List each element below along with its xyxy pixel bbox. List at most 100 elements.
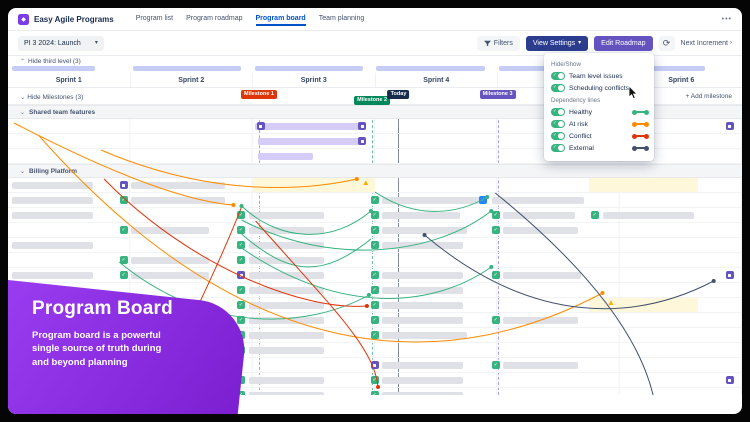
- toggle-switch[interactable]: [551, 144, 565, 152]
- issue-bar[interactable]: [491, 196, 585, 204]
- dependency-lines-heading: Dependency lines: [551, 97, 601, 104]
- view-settings-button[interactable]: View Settings ▾: [525, 35, 589, 51]
- pi-select[interactable]: PI 3 2024: Launch ▾: [18, 35, 104, 51]
- issue-bar[interactable]: [248, 346, 325, 354]
- issue-bar[interactable]: [503, 271, 582, 279]
- milestone-chip[interactable]: Milestone 3: [479, 90, 516, 99]
- story-icon: [237, 256, 245, 264]
- menu-row-scheduling-conflicts: Scheduling conflicts: [551, 82, 647, 94]
- issue-bar[interactable]: [248, 301, 325, 309]
- tab-team-planning[interactable]: Team planning: [318, 14, 365, 22]
- issue-bar[interactable]: [254, 122, 362, 130]
- issue-bar[interactable]: [382, 196, 486, 204]
- issue-bar[interactable]: [382, 391, 464, 395]
- issue-bar[interactable]: [248, 241, 325, 249]
- issue-bar[interactable]: [382, 241, 464, 249]
- next-increment-label: Next Increment: [680, 39, 728, 47]
- tab-program-board[interactable]: Program board: [255, 13, 306, 26]
- issue-bar[interactable]: [248, 316, 325, 324]
- milestone-chip[interactable]: Milestone 1: [241, 90, 277, 99]
- issue-bar[interactable]: [131, 226, 210, 234]
- dependency-line-sample-icon: [632, 121, 649, 127]
- toggle-switch[interactable]: [551, 120, 565, 128]
- refresh-icon: ⟳: [662, 37, 671, 48]
- issue-bar[interactable]: [602, 211, 694, 219]
- issue-bar[interactable]: [503, 226, 579, 234]
- issue-bar[interactable]: [382, 301, 464, 309]
- next-increment-link[interactable]: Next Increment ›: [681, 40, 732, 47]
- hide-third-level-toggle[interactable]: Hide third level (3): [20, 58, 81, 65]
- view-settings-label: View Settings: [532, 39, 576, 47]
- edit-roadmap-button[interactable]: Edit Roadmap: [594, 35, 653, 51]
- issue-bar[interactable]: [503, 316, 579, 324]
- toggle-switch[interactable]: [551, 132, 565, 140]
- story-icon: [491, 361, 500, 369]
- add-milestone-button[interactable]: + Add milestone: [685, 93, 732, 100]
- warning-icon: [362, 179, 370, 187]
- issue-bar[interactable]: [12, 241, 94, 249]
- issue-bar[interactable]: [248, 226, 325, 234]
- toggle-switch[interactable]: [551, 84, 565, 92]
- story-icon: [370, 196, 379, 204]
- objective-bar[interactable]: [12, 66, 96, 71]
- issue-bar[interactable]: [257, 137, 362, 145]
- issue-bar[interactable]: [248, 376, 325, 384]
- issue-bar[interactable]: [382, 361, 464, 369]
- issue-bar[interactable]: [382, 211, 461, 219]
- issue-row: [8, 193, 742, 208]
- tab-program-list[interactable]: Program list: [135, 14, 174, 22]
- issue-bar[interactable]: [131, 271, 210, 279]
- issue-bar[interactable]: [131, 256, 210, 264]
- epic-icon: [358, 122, 367, 130]
- milestone-chip[interactable]: Milestone 2: [354, 96, 391, 105]
- objective-bar[interactable]: [254, 66, 364, 71]
- issue-bar[interactable]: [382, 376, 464, 384]
- tab-program-roadmap[interactable]: Program roadmap: [186, 14, 243, 22]
- story-icon: [237, 286, 245, 294]
- objective-bar[interactable]: [620, 66, 706, 71]
- issue-bar[interactable]: [257, 152, 313, 160]
- story-icon: [237, 211, 245, 219]
- issue-bar[interactable]: [12, 196, 94, 204]
- issue-bar[interactable]: [12, 271, 94, 279]
- story-icon: [370, 286, 379, 294]
- issue-bar[interactable]: [248, 271, 325, 279]
- issue-bar[interactable]: [382, 226, 468, 234]
- issue-bar[interactable]: [382, 271, 464, 279]
- issue-bar[interactable]: [248, 256, 325, 264]
- refresh-button[interactable]: ⟳: [658, 35, 675, 51]
- objective-bar[interactable]: [132, 66, 242, 71]
- chevron-down-icon: ▾: [94, 40, 98, 46]
- issue-bar[interactable]: [12, 211, 94, 219]
- issue-bar[interactable]: [131, 181, 226, 189]
- issue-bar[interactable]: [503, 211, 576, 219]
- objective-bar[interactable]: [499, 66, 562, 71]
- issue-row: [8, 208, 742, 223]
- filters-button[interactable]: Filters: [476, 35, 520, 51]
- easy-agile-logo-icon: ◆: [18, 13, 29, 25]
- edit-roadmap-label: Edit Roadmap: [601, 39, 646, 47]
- issue-bar[interactable]: [248, 331, 325, 339]
- filters-label: Filters: [493, 39, 513, 47]
- issue-bar[interactable]: [503, 361, 579, 369]
- story-icon: [370, 316, 379, 324]
- issue-bar[interactable]: [248, 391, 325, 395]
- issue-bar[interactable]: [382, 286, 464, 294]
- issue-bar[interactable]: [382, 331, 468, 339]
- toggle-switch[interactable]: [551, 72, 565, 80]
- promo-banner-line: Program board is a powerful: [32, 329, 161, 341]
- issue-bar[interactable]: [131, 196, 226, 204]
- section-header-billing-platform[interactable]: Billing Platform: [8, 164, 742, 178]
- toggle-switch[interactable]: [551, 108, 565, 116]
- hide-milestones-toggle[interactable]: Hide Milestones (3): [20, 93, 83, 101]
- milestone-chip[interactable]: Today: [387, 90, 410, 99]
- objective-bar[interactable]: [376, 66, 486, 71]
- menu-label: Conflict: [569, 132, 592, 140]
- issue-bar[interactable]: [248, 286, 325, 294]
- promo-banner-title: Program Board: [32, 297, 173, 319]
- issue-bar[interactable]: [12, 181, 94, 189]
- issue-bar[interactable]: [248, 211, 325, 219]
- more-menu-icon[interactable]: •••: [721, 15, 732, 23]
- issue-bar[interactable]: [382, 316, 464, 324]
- dependency-toggles: Healthy At risk Conflict External: [551, 106, 649, 154]
